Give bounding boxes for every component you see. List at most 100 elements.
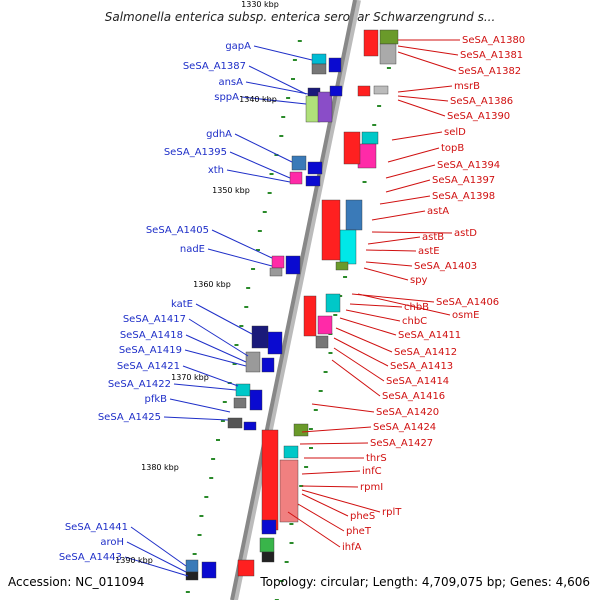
- tick-mark: [262, 211, 267, 213]
- gene-block: [305, 175, 321, 187]
- leader-line: [299, 442, 369, 445]
- tick-mark: [255, 249, 260, 251]
- gene-label-left: gdhA: [206, 129, 232, 140]
- topology-summary: Topology: circular; Length: 4,709,075 bp…: [260, 575, 590, 589]
- gene-label-right: astD: [454, 228, 477, 239]
- gene-block: [259, 537, 275, 553]
- gene-label-left: gapA: [225, 41, 251, 52]
- leader-line: [169, 398, 231, 413]
- tick-mark: [239, 325, 244, 327]
- leader-line: [184, 349, 247, 367]
- leader-line: [301, 426, 372, 433]
- tick-mark: [204, 496, 209, 498]
- gene-label-right: SeSA_A1386: [450, 96, 513, 107]
- gene-label-right: SeSA_A1382: [458, 66, 521, 77]
- leader-line: [331, 359, 381, 397]
- gene-block: [245, 351, 261, 373]
- tick-mark: [279, 135, 284, 137]
- leader-line: [301, 485, 359, 488]
- tick-mark: [297, 40, 302, 42]
- tick-mark: [257, 230, 262, 232]
- kbp-label: 1370 kbp: [171, 373, 209, 382]
- leader-line: [207, 248, 273, 267]
- tick-mark: [269, 173, 274, 175]
- gene-label-left: ansA: [218, 77, 243, 88]
- gene-block: [267, 331, 283, 355]
- gene-block: [345, 199, 363, 231]
- tick-mark: [289, 523, 294, 525]
- gene-label-right: SeSA_A1427: [370, 438, 433, 449]
- tick-mark: [291, 78, 296, 80]
- tick-mark: [309, 447, 314, 449]
- gene-label-right: SeSA_A1403: [414, 261, 477, 272]
- gene-block: [361, 131, 379, 145]
- gene-block: [261, 357, 275, 373]
- gene-block: [243, 421, 257, 431]
- kbp-label: 1390 kbp: [115, 556, 153, 565]
- tick-mark: [308, 428, 313, 430]
- gene-block: [317, 91, 333, 123]
- leader-line: [363, 267, 409, 281]
- gene-block: [311, 53, 327, 65]
- leader-line: [226, 169, 291, 183]
- gene-label-left: SeSA_A1421: [117, 361, 180, 372]
- gene-block: [357, 143, 377, 169]
- gene-label-right: msrB: [454, 81, 480, 92]
- tick-mark: [323, 371, 328, 373]
- genome-backbone: [230, 0, 361, 600]
- tick-mark: [216, 439, 221, 441]
- gene-block: [373, 85, 389, 95]
- kbp-label: 1380 kbp: [141, 463, 179, 472]
- tick-mark: [343, 276, 348, 278]
- leader-line: [397, 45, 459, 56]
- gene-block: [271, 255, 285, 269]
- leader-line: [397, 85, 453, 93]
- kbp-label: 1360 kbp: [193, 280, 231, 289]
- tick-mark: [279, 580, 284, 582]
- gene-label-right: SeSA_A1413: [390, 361, 453, 372]
- gene-block: [343, 131, 361, 165]
- tick-mark: [251, 268, 256, 270]
- gene-block: [235, 383, 251, 397]
- map-title: Salmonella enterica subsp. enterica sero…: [104, 10, 496, 24]
- gene-label-right: SeSA_A1381: [460, 50, 523, 61]
- gene-block: [285, 255, 301, 275]
- gene-block: [261, 551, 275, 563]
- gene-label-right: astB: [422, 232, 444, 243]
- leader-line: [124, 556, 189, 577]
- leader-line: [229, 151, 291, 179]
- gene-block: [339, 229, 357, 265]
- gene-block: [269, 267, 283, 277]
- tick-mark: [286, 97, 291, 99]
- backbone-line: [230, 0, 357, 600]
- tick-mark: [299, 485, 304, 487]
- leader-line: [333, 347, 385, 382]
- tick-mark: [289, 542, 294, 544]
- gene-block: [261, 519, 277, 535]
- tick-mark: [246, 287, 251, 289]
- leader-line: [248, 65, 307, 95]
- gene-label-left: xth: [208, 165, 224, 176]
- gene-label-right: selD: [444, 127, 466, 138]
- gene-block: [379, 43, 397, 65]
- gene-block: [283, 445, 299, 459]
- gene-label-left: SeSA_A1443: [59, 552, 122, 563]
- gene-label-left: SeSA_A1405: [146, 225, 209, 236]
- gene-label-right: ihfA: [342, 542, 362, 553]
- tick-mark: [313, 409, 318, 411]
- tick-mark: [284, 561, 289, 563]
- leader-line: [188, 318, 249, 357]
- tick-mark: [222, 401, 227, 403]
- leader-line: [287, 511, 341, 548]
- gene-block: [233, 397, 247, 409]
- tick-mark: [199, 515, 204, 517]
- gene-label-left: SeSA_A1418: [120, 330, 183, 341]
- gene-block: [237, 559, 255, 577]
- gene-label-right: osmE: [452, 310, 479, 321]
- gene-block: [185, 571, 199, 581]
- leader-line: [371, 231, 453, 234]
- gene-label-right: SeSA_A1394: [437, 160, 500, 171]
- leader-line: [339, 317, 397, 336]
- gene-block: [379, 29, 399, 45]
